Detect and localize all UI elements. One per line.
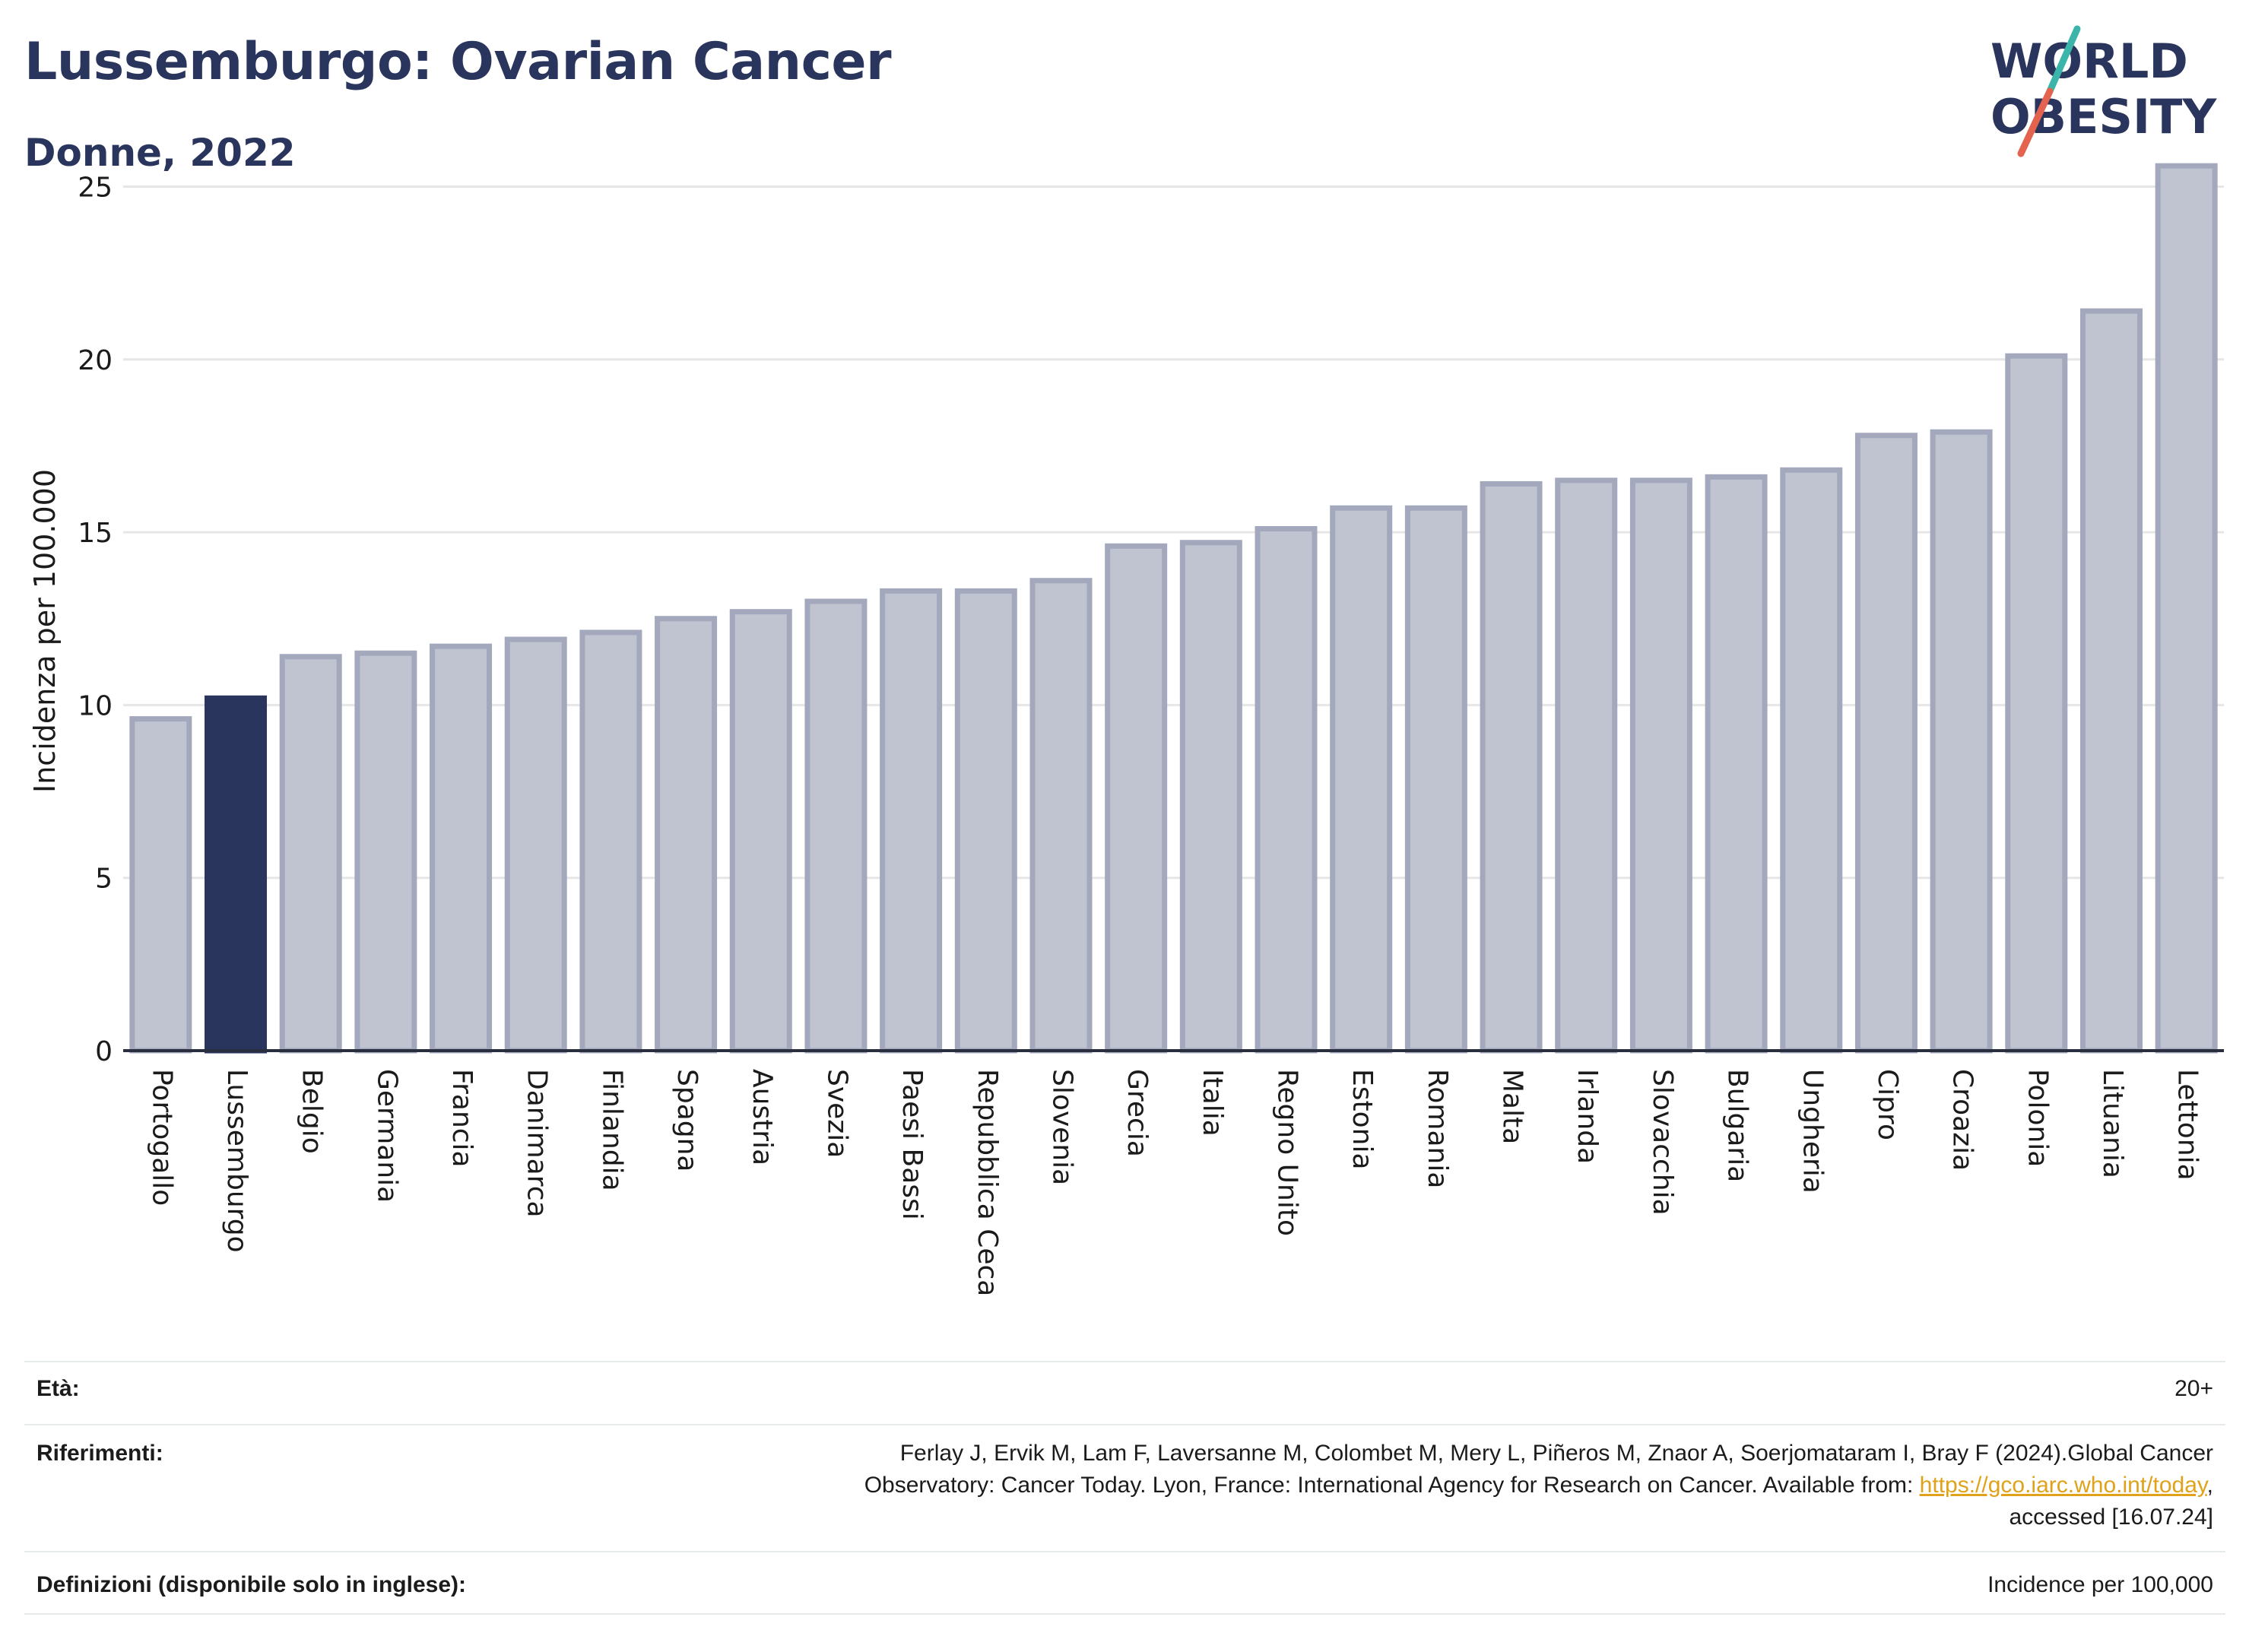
bar-italia [1179, 540, 1242, 1054]
bar-lettonia [2155, 163, 2218, 1054]
bar-svezia [804, 598, 868, 1054]
bar-finlandia [579, 629, 642, 1054]
bar-estonia [1330, 505, 1393, 1054]
ref-link[interactable]: https://gco.iarc.who.int/today [1919, 1473, 2207, 1498]
axis-layer: 0 5 10 15 20 25 Portogallo Lussemburgo Belgio Ger… [78, 172, 2224, 1296]
x-tick-label: Romania [1422, 1069, 1453, 1188]
bar-croazia [1930, 429, 1993, 1054]
footer-ref-row: Riferimenti: Ferlay J, Ervik M, Lam F, L… [24, 1441, 2225, 1547]
y-tick-label: 0 [95, 1036, 113, 1067]
x-tick-label: Regno Unito [1272, 1069, 1303, 1236]
footer-divider [24, 1361, 2225, 1362]
y-tick-label: 10 [78, 690, 113, 721]
x-tick-label: Francia [446, 1069, 477, 1168]
bar-francia [430, 643, 493, 1054]
y-tick-label: 20 [78, 345, 113, 376]
world-obesity-logo: WORLD OBESITY [1990, 25, 2217, 157]
ref-label: Riferimenti: [36, 1441, 163, 1466]
age-label: Età: [36, 1376, 80, 1401]
ref-text: Ferlay J, Ervik M, Lam F, Laversanne M, … [864, 1438, 2213, 1533]
x-tick-label: Danimarca [522, 1069, 553, 1218]
logo-slash-bottom [2017, 87, 2054, 157]
bar-romania [1404, 505, 1467, 1054]
bar-lussemburgo [205, 695, 268, 1054]
ref-line-2-comma: , [2206, 1473, 2213, 1498]
footer-age-row: Età: 20+ [24, 1376, 2225, 1414]
x-tick-label: Lussemburgo [221, 1069, 252, 1253]
footer-divider [24, 1551, 2225, 1552]
bar-lituania [2079, 308, 2143, 1054]
ref-line-1: Ferlay J, Ervik M, Lam F, Laversanne M, … [899, 1441, 2213, 1466]
bar-spagna [655, 616, 718, 1054]
x-tick-label: Repubblica Ceca [972, 1069, 1003, 1296]
bar-bulgaria [1705, 474, 1768, 1054]
bar-chart: 0 5 10 15 20 25 Portogallo Lussemburgo Belgio Ger… [28, 163, 2224, 1296]
x-tick-label: Slovenia [1046, 1069, 1077, 1185]
bar-repubblica-ceca [954, 588, 1017, 1054]
x-tick-label: Belgio [297, 1069, 328, 1154]
bar-malta [1480, 480, 1543, 1054]
footer-divider [24, 1613, 2225, 1615]
bar-belgio [279, 654, 342, 1054]
footer-def-row: Definizioni (disponibile solo in inglese… [24, 1572, 2225, 1610]
bar-ungheria [1780, 467, 1843, 1054]
x-tick-label: Finlandia [596, 1069, 627, 1191]
y-tick-label: 25 [78, 172, 113, 203]
ref-line-2-text: Observatory: Cancer Today. Lyon, France:… [864, 1473, 1920, 1498]
page-title: Lussemburgo: Ovarian Cancer [24, 32, 892, 92]
x-tick-label: Spagna [671, 1069, 703, 1172]
x-tick-label: Italia [1197, 1069, 1228, 1137]
logo-slash-top [2046, 25, 2081, 95]
bar-regno-unito [1255, 526, 1318, 1054]
x-tick-label: Paesi Bassi [896, 1069, 928, 1220]
x-tick-label: Malta [1497, 1069, 1528, 1144]
bar-layer [129, 163, 2218, 1054]
x-tick-label: Croazia [1947, 1069, 1978, 1171]
x-tick-label: Grecia [1121, 1069, 1153, 1157]
bar-cipro [1854, 433, 1918, 1054]
x-tick-label: Germania [371, 1069, 402, 1203]
y-axis-label: Incidenza per 100.000 [28, 469, 62, 793]
bar-danimarca [504, 636, 567, 1054]
footer-divider [24, 1424, 2225, 1425]
bar-polonia [2005, 353, 2068, 1054]
x-tick-label: Cipro [1872, 1069, 1903, 1140]
x-tick-label: Polonia [2022, 1069, 2053, 1167]
bar-slovenia [1029, 578, 1093, 1054]
bar-austria [729, 609, 792, 1054]
def-label: Definizioni (disponibile solo in inglese… [36, 1572, 467, 1597]
x-tick-label: Lettonia [2172, 1069, 2203, 1181]
bar-portogallo [129, 716, 192, 1054]
x-tick-label: Slovacchia [1647, 1069, 1678, 1216]
bar-slovacchia [1629, 477, 1692, 1054]
x-tick-label: Portogallo [146, 1069, 177, 1206]
ref-line-3: accessed [16.07.24] [2009, 1505, 2213, 1530]
y-tick-label: 15 [78, 518, 113, 549]
logo-line1: WORLD [1990, 33, 2188, 89]
x-tick-label: Austria [747, 1069, 778, 1165]
age-value: 20+ [2174, 1376, 2213, 1401]
x-tick-label: Bulgaria [1722, 1069, 1753, 1182]
x-tick-label: Irlanda [1572, 1069, 1603, 1164]
ref-line-2: Observatory: Cancer Today. Lyon, France:… [864, 1470, 2213, 1501]
x-tick-label: Svezia [821, 1069, 852, 1158]
bar-grecia [1105, 543, 1168, 1054]
x-tick-label: Ungheria [1797, 1069, 1828, 1194]
bar-germania [354, 650, 417, 1054]
y-tick-label: 5 [95, 864, 113, 895]
bar-irlanda [1555, 477, 1618, 1054]
x-tick-label: Estonia [1347, 1069, 1378, 1170]
def-value: Incidence per 100,000 [1987, 1572, 2213, 1597]
bar-paesi-bassi [880, 588, 943, 1054]
x-tick-label: Lituania [2097, 1069, 2128, 1178]
page-subtitle: Donne, 2022 [24, 131, 296, 175]
